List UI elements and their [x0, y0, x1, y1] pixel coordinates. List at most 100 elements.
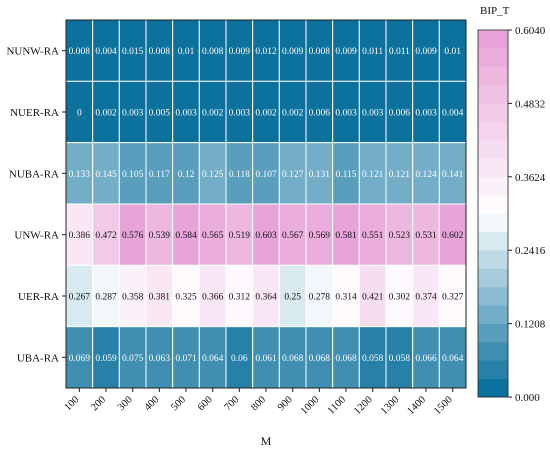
cell-value-label: 0.01	[444, 47, 461, 57]
heatmap-cell	[412, 80, 440, 144]
cell-value-label: 0.302	[389, 293, 411, 303]
colorbar-step	[478, 140, 508, 159]
colorbar-step	[478, 286, 508, 306]
colorbar-tick-label: 0.3624	[515, 172, 546, 184]
cell-value-label: 0.124	[415, 170, 437, 180]
heatmap-cell	[198, 203, 227, 266]
heatmap-cell	[278, 203, 307, 266]
cell-value-label: 0.421	[362, 293, 384, 303]
x-tick-label: 1400	[405, 394, 428, 417]
heatmap-cell	[65, 326, 94, 389]
cell-value-label: 0.584	[175, 231, 197, 241]
cell-value-label: 0.066	[415, 354, 437, 364]
heatmap-cell	[198, 80, 227, 144]
heatmap-cell	[305, 264, 334, 328]
heatmap-cell	[385, 80, 414, 144]
cell-value-label: 0.539	[149, 231, 171, 241]
cell-value-label: 0.312	[229, 293, 251, 303]
colorbar-step	[478, 268, 508, 288]
cell-value-label: 0.131	[309, 170, 331, 180]
heatmap-cell	[385, 326, 414, 389]
colorbar-step	[478, 66, 508, 86]
heatmap-cell	[145, 326, 174, 389]
cell-value-label: 0.064	[202, 354, 224, 364]
cell-value-label: 0.145	[95, 170, 117, 180]
x-tick-label: 1500	[432, 394, 455, 417]
colorbar-tick-label: 0.2416	[515, 245, 546, 257]
cell-value-label: 0.068	[309, 354, 331, 364]
cell-value-label: 0.531	[415, 231, 437, 241]
y-tick-label: NUER-RA	[10, 107, 59, 119]
colorbar-step	[478, 305, 508, 324]
cell-value-label: 0.115	[335, 170, 356, 180]
heatmap-cell	[278, 326, 307, 389]
cell-value-label: 0.058	[362, 354, 384, 364]
colorbar-step	[478, 378, 508, 398]
heatmap-cell	[145, 203, 174, 266]
heatmap-cells	[65, 19, 467, 389]
y-tick-label: UNW-RA	[14, 230, 59, 242]
colorbar-step	[478, 231, 508, 251]
cell-value-label: 0.267	[69, 293, 91, 303]
heatmap-cell	[358, 326, 387, 389]
heatmap-cell	[305, 326, 334, 389]
cell-value-label: 0.576	[122, 231, 144, 241]
cell-value-label: 0.01	[178, 47, 195, 57]
cell-value-label: 0.012	[255, 47, 277, 57]
colorbar: BIP_T 0.000 0.1208 0.2416 0.3624 0.4832 0.604…	[477, 5, 546, 404]
x-tick-label: 100	[63, 394, 82, 413]
cell-value-label: 0.008	[149, 47, 171, 57]
heatmap-cell	[118, 80, 147, 144]
cell-value-label: 0.011	[362, 47, 383, 57]
cell-value-label: 0.364	[255, 293, 277, 303]
cell-value-label: 0.011	[389, 47, 410, 57]
heatmap-cell	[252, 19, 280, 82]
cell-value-label: 0.381	[149, 293, 171, 303]
heatmap-cell	[225, 80, 254, 144]
colorbar-step	[478, 85, 508, 104]
cell-value-label: 0.003	[362, 109, 384, 119]
heatmap-cell	[172, 80, 200, 144]
heatmap-cell	[92, 80, 120, 144]
cell-value-label: 0.061	[255, 354, 277, 364]
y-axis-ticks: NUNW-RA NUER-RA NUBA-RA UNW-RA UER-RA UBA-RA	[6, 46, 66, 364]
heatmap-cell	[172, 203, 200, 266]
colorbar-step	[478, 121, 508, 141]
heatmap-cell	[92, 326, 120, 389]
heatmap-cell	[412, 326, 440, 389]
cell-value-label: 0.118	[229, 170, 250, 180]
heatmap-cell	[225, 264, 254, 328]
colorbar-step	[478, 30, 508, 49]
cell-value-label: 0.004	[442, 109, 464, 119]
cell-value-label: 0.003	[335, 109, 357, 119]
heatmap-cell	[65, 203, 94, 266]
heatmap-cell	[252, 203, 280, 266]
heatmap-cell	[412, 264, 440, 328]
cell-value-label: 0.374	[415, 293, 437, 303]
heatmap-cell	[438, 142, 467, 205]
cell-value-label: 0.009	[229, 47, 251, 57]
cell-value-label: 0.386	[69, 231, 91, 241]
heatmap-cell	[225, 142, 254, 205]
y-tick-label: NUNW-RA	[6, 46, 59, 58]
cell-value-label: 0.003	[415, 109, 437, 119]
x-tick-label: 300	[116, 394, 135, 413]
colorbar-step	[478, 250, 508, 269]
cell-value-label: 0.008	[309, 47, 331, 57]
cell-value-labels: 0.008 0.004 0.015 0.008 0.01 0.008 0.009 0.012 0…	[69, 47, 464, 364]
cell-value-label: 0.006	[389, 109, 411, 119]
colorbar-tick-label: 0.000	[515, 392, 540, 404]
cell-value-label: 0.002	[255, 109, 277, 119]
heatmap-cell	[145, 80, 174, 144]
colorbar-gradient	[477, 29, 509, 398]
cell-value-label: 0.002	[282, 109, 304, 119]
cell-value-label: 0.12	[178, 170, 195, 180]
y-tick-label: NUBA-RA	[9, 168, 59, 180]
heatmap-cell	[278, 264, 307, 328]
heatmap-cell	[385, 264, 414, 328]
cell-value-label: 0.004	[95, 47, 117, 57]
heatmap-cell	[65, 264, 94, 328]
colorbar-tick-label: 0.6040	[515, 25, 546, 37]
x-tick-label: 1000	[299, 394, 322, 417]
heatmap-cell	[198, 142, 227, 205]
